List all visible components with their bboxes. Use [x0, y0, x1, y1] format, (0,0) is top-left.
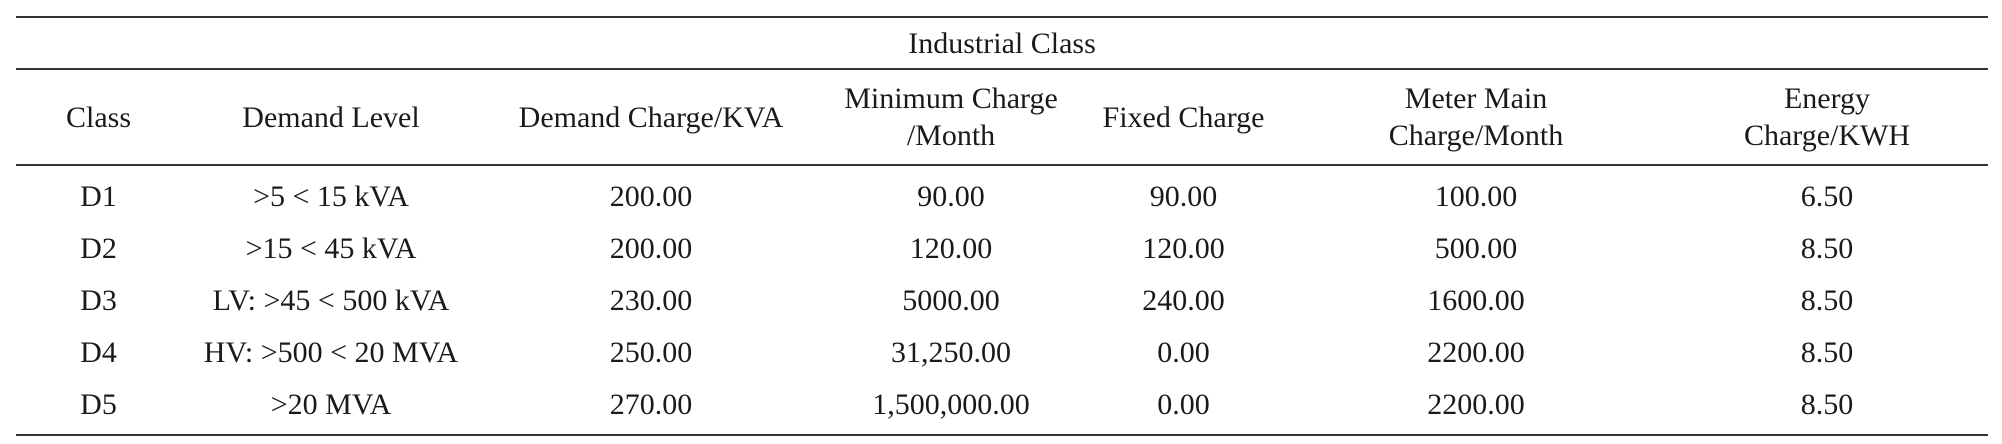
- table-caption: Industrial Class: [16, 16, 1989, 70]
- header-class-line1: Class: [65, 100, 131, 134]
- cell-fixed-charge: 240.00: [1142, 283, 1225, 317]
- cell-fixed-charge: 120.00: [1142, 231, 1225, 265]
- cell-demand-level: LV: >45 < 500 kVA: [212, 283, 450, 317]
- header-demand-level: Demand Level: [181, 69, 481, 166]
- header-fixed-charge: Fixed Charge: [1081, 69, 1286, 166]
- cell-class: D4: [80, 335, 117, 369]
- cell-demand-charge: 200.00: [609, 179, 693, 213]
- cell-demand-level: HV: >500 < 20 MVA: [203, 335, 459, 369]
- header-demand-charge: Demand Charge/KVA: [481, 69, 821, 166]
- header-demand-level-line1: Demand Level: [242, 100, 420, 134]
- cell-energy-charge: 8.50: [1800, 231, 1854, 265]
- cell-energy-charge: 8.50: [1800, 335, 1854, 369]
- table-row: D1 >5 < 15 kVA 200.00 90.00 90.00 100.00…: [16, 165, 1988, 222]
- cell-fixed-charge: 0.00: [1081, 378, 1286, 436]
- cell-demand-charge: 250.00: [609, 335, 693, 369]
- cell-meter-main-charge: 1600.00: [1427, 283, 1525, 317]
- cell-demand-level: >5 < 15 kVA: [253, 179, 409, 213]
- cell-demand-charge: 230.00: [609, 283, 693, 317]
- cell-minimum-charge: 120.00: [909, 231, 993, 265]
- table-row: D2 >15 < 45 kVA 200.00 120.00 120.00 500…: [16, 222, 1988, 274]
- header-meter-main-charge-line1: Meter Main: [1404, 82, 1548, 115]
- cell-meter-main-charge: 500.00: [1434, 231, 1518, 265]
- cell-minimum-charge: 90.00: [917, 179, 985, 213]
- header-energy-charge: Energy Charge/KWH: [1666, 69, 1989, 166]
- header-meter-main-charge-line2: Charge/Month: [1388, 119, 1564, 152]
- cell-meter-main-charge: 2200.00: [1286, 378, 1666, 436]
- header-class: Class: [16, 69, 181, 166]
- cell-demand-level: >15 < 45 kVA: [245, 231, 417, 265]
- caption-row: Industrial Class: [16, 16, 1989, 70]
- header-energy-charge-line2: Charge/KWH: [1743, 119, 1911, 152]
- cell-class: D3: [80, 283, 117, 317]
- cell-class: D5: [16, 378, 181, 436]
- header-minimum-charge: Minimum Charge /Month: [821, 69, 1081, 166]
- header-row: Class Demand Level Demand Charge/KVA Min…: [16, 69, 1989, 166]
- header-fixed-charge-line1: Fixed Charge: [1102, 100, 1265, 134]
- header-energy-charge-line1: Energy: [1783, 82, 1871, 115]
- cell-fixed-charge: 0.00: [1157, 335, 1210, 369]
- cell-class: D1: [80, 179, 117, 213]
- header-minimum-charge-line1: Minimum Charge: [844, 82, 1058, 115]
- header-demand-charge-line1: Demand Charge/KVA: [518, 100, 784, 134]
- table-row: D5 >20 MVA 270.00 1,500,000.00 0.00 2200…: [16, 378, 1989, 436]
- header-meter-main-charge: Meter Main Charge/Month: [1286, 69, 1666, 166]
- cell-demand-charge: 200.00: [609, 231, 693, 265]
- cell-minimum-charge: 5000.00: [902, 283, 1000, 317]
- cell-fixed-charge: 90.00: [1149, 179, 1218, 213]
- cell-minimum-charge: 1,500,000.00: [821, 378, 1081, 436]
- cell-demand-level: >20 MVA: [181, 378, 481, 436]
- industrial-class-tariff-table: Industrial Class Class Demand Level Dema…: [16, 16, 1989, 436]
- cell-energy-charge: 8.50: [1800, 283, 1854, 317]
- cell-demand-charge: 270.00: [481, 378, 821, 436]
- cell-energy-charge: 8.50: [1666, 378, 1989, 436]
- header-minimum-charge-line2: /Month: [906, 119, 996, 152]
- cell-meter-main-charge: 2200.00: [1427, 335, 1525, 369]
- table-row: D3 LV: >45 < 500 kVA 230.00 5000.00 240.…: [16, 274, 1988, 326]
- cell-class: D2: [80, 231, 117, 265]
- cell-energy-charge: 6.50: [1800, 179, 1854, 213]
- cell-meter-main-charge: 100.00: [1434, 179, 1518, 213]
- table-row: D4 HV: >500 < 20 MVA 250.00 31,250.00 0.…: [16, 326, 1988, 378]
- cell-minimum-charge: 31,250.00: [891, 335, 1011, 369]
